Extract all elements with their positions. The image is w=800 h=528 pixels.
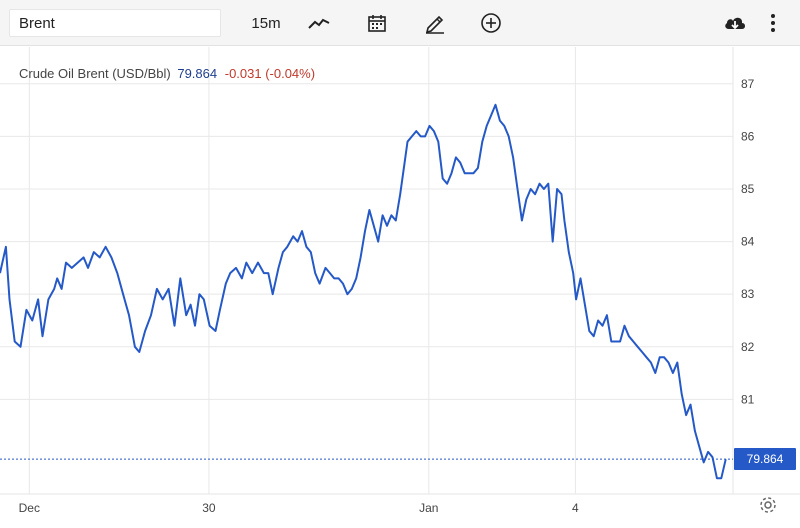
y-tick-label: 87 xyxy=(741,77,755,91)
toolbar: Brent 15m xyxy=(0,0,800,46)
pencil-icon[interactable] xyxy=(420,9,450,37)
y-tick-label: 82 xyxy=(741,340,755,354)
x-tick-label: Dec xyxy=(19,501,40,515)
last-price-tag: 79.864 xyxy=(734,448,796,471)
y-tick-label: 81 xyxy=(741,392,755,406)
x-tick-label: 4 xyxy=(572,501,579,515)
more-vertical-icon[interactable] xyxy=(762,9,784,37)
calendar-icon[interactable] xyxy=(362,9,392,37)
download-cloud-icon[interactable] xyxy=(720,9,750,37)
plus-circle-icon[interactable] xyxy=(476,9,506,37)
y-tick-label: 83 xyxy=(741,287,755,301)
legend-instrument-name: Crude Oil Brent (USD/Bbl) xyxy=(19,66,171,81)
line-chart-icon[interactable] xyxy=(304,9,334,37)
interval-selector[interactable]: 15m xyxy=(251,14,281,32)
legend-price: 79.864 xyxy=(177,66,218,81)
gear-icon[interactable] xyxy=(758,495,778,515)
x-tick-label: 30 xyxy=(202,501,216,515)
symbol-search-input[interactable]: Brent xyxy=(9,9,221,37)
y-tick-label: 84 xyxy=(741,235,755,249)
price-chart[interactable]: 81 82 83 84 85 86 87 Dec 30 Jan 4 xyxy=(0,47,800,528)
y-tick-label: 86 xyxy=(741,129,755,143)
y-tick-label: 85 xyxy=(741,182,755,196)
x-tick-label: Jan xyxy=(419,501,438,515)
series-line xyxy=(0,103,727,480)
legend-change: -0.031 (-0.04%) xyxy=(224,66,316,81)
chart-grid xyxy=(0,47,800,495)
chart-legend: Crude Oil Brent (USD/Bbl) 79.864 -0.031 … xyxy=(19,66,315,81)
y-axis: 81 82 83 84 85 86 87 xyxy=(741,77,755,407)
x-axis: Dec 30 Jan 4 xyxy=(19,501,579,515)
